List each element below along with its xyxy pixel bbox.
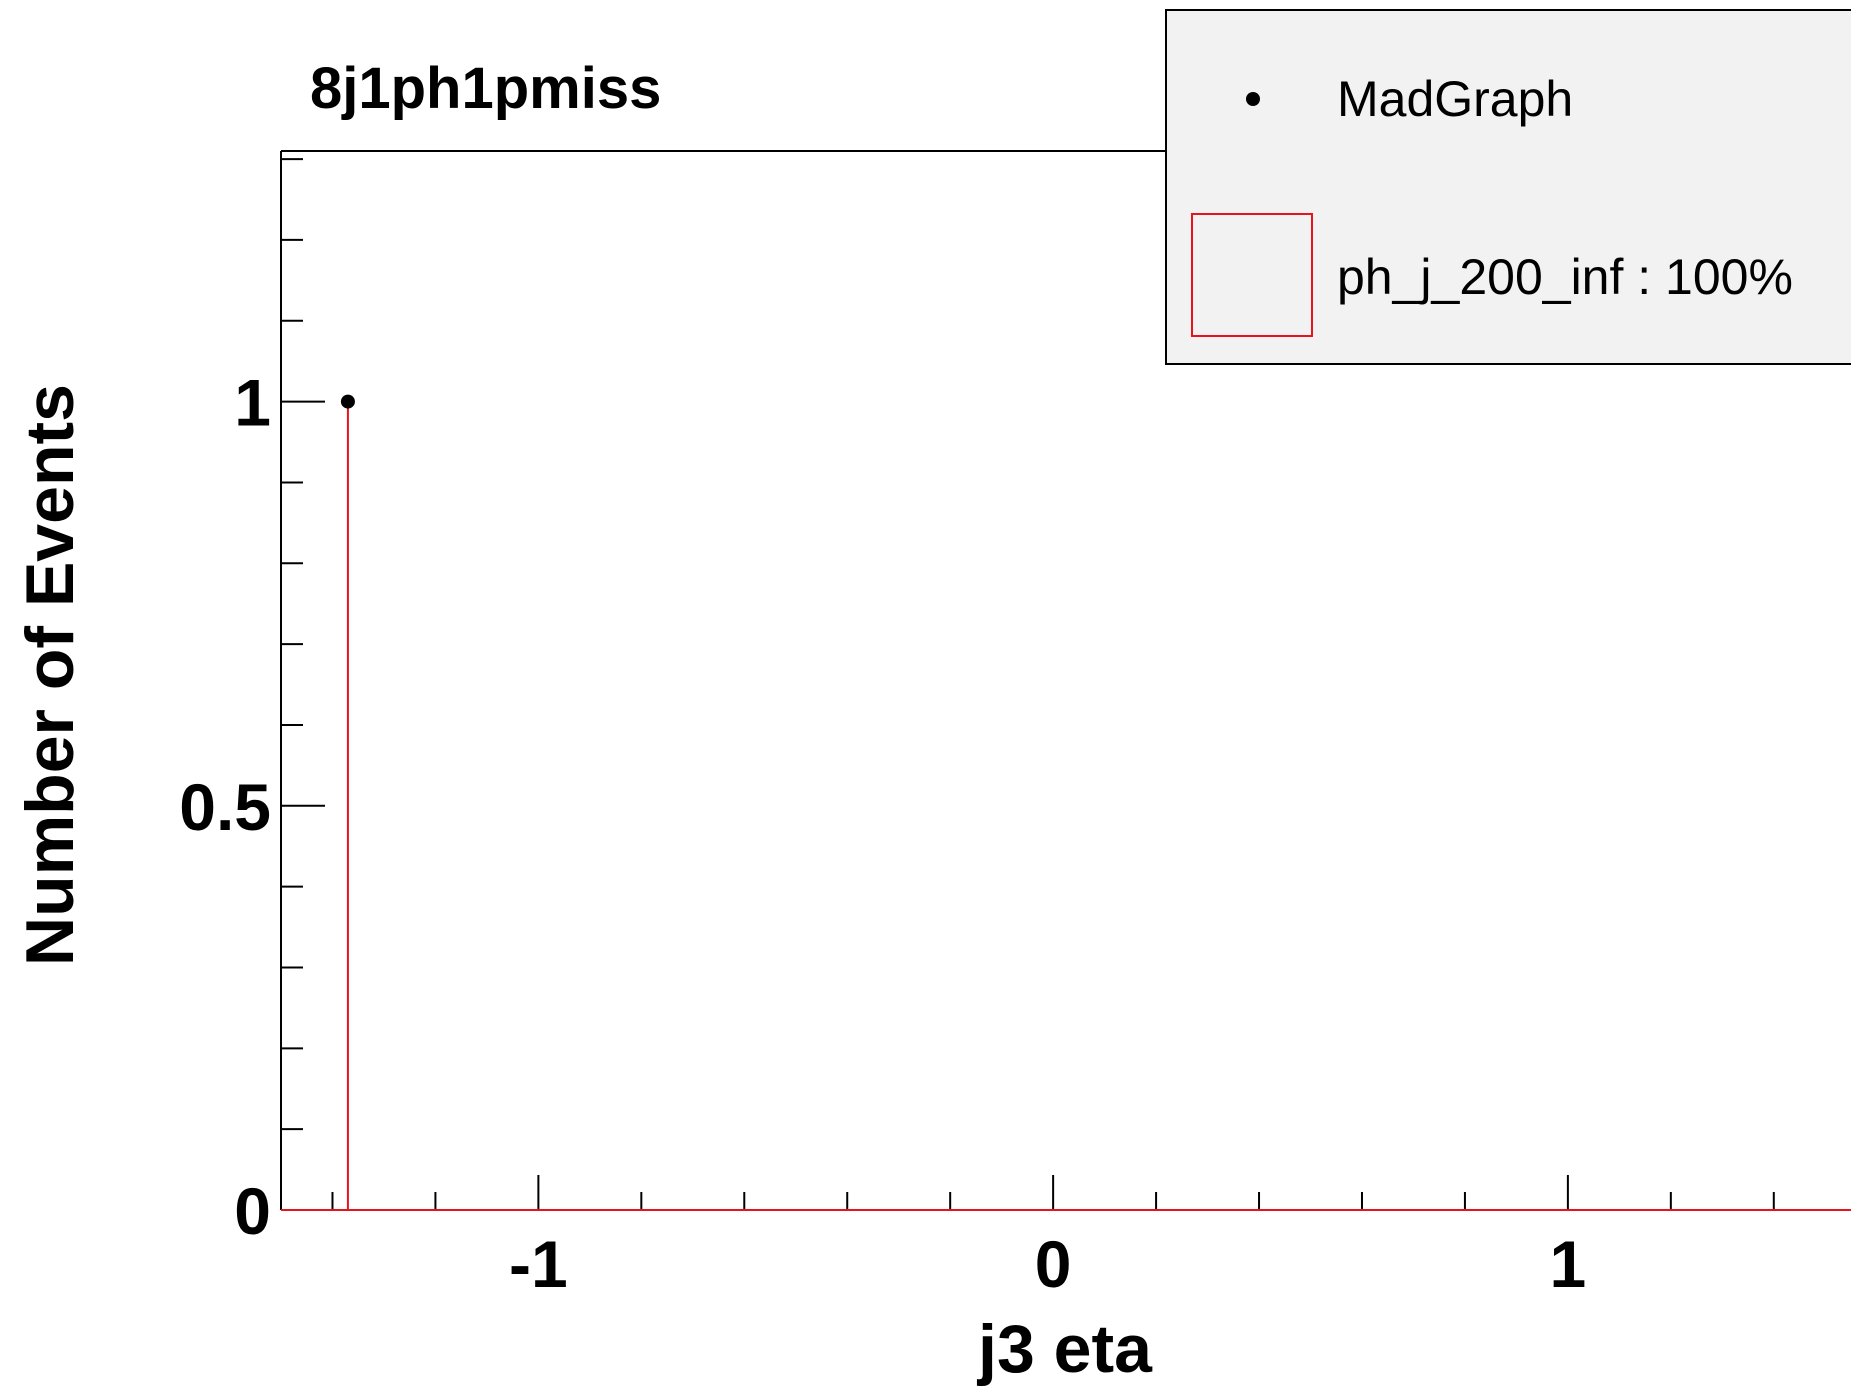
legend-label-ph-j-200-inf: ph_j_200_inf : 100%: [1337, 249, 1793, 305]
legend-marker-ph-j-200-inf: [1191, 213, 1313, 337]
x-axis-tick-labels: -1 0 1: [509, 1227, 1586, 1301]
legend-label-madgraph: MadGraph: [1337, 71, 1573, 127]
y-axis-tick-labels: 00.51: [179, 366, 271, 1248]
x-tick-label: 1: [1550, 1227, 1587, 1301]
histogram-step-ph-j-200-inf: [281, 401, 1851, 1211]
x-tick-label: 0: [1035, 1227, 1072, 1301]
legend-marker-madgraph: [1246, 92, 1260, 106]
y-tick-label: 0.5: [179, 770, 271, 844]
legend-box: [1165, 9, 1851, 365]
y-axis-ticks: [281, 158, 325, 1211]
y-tick-label: 1: [234, 366, 271, 440]
legend: MadGraph ph_j_200_inf : 100%: [1165, 9, 1851, 365]
chart-title: 8j1ph1pmiss: [310, 56, 661, 121]
y-axis-label: Number of Events: [12, 384, 88, 966]
x-tick-label: -1: [509, 1227, 568, 1301]
y-tick-label: 0: [234, 1174, 271, 1248]
x-axis-ticks: [331, 1175, 1775, 1210]
x-axis-label: j3 eta: [976, 1311, 1153, 1387]
series-layer: [281, 394, 1851, 1211]
data-point-madgraph: [340, 394, 355, 409]
